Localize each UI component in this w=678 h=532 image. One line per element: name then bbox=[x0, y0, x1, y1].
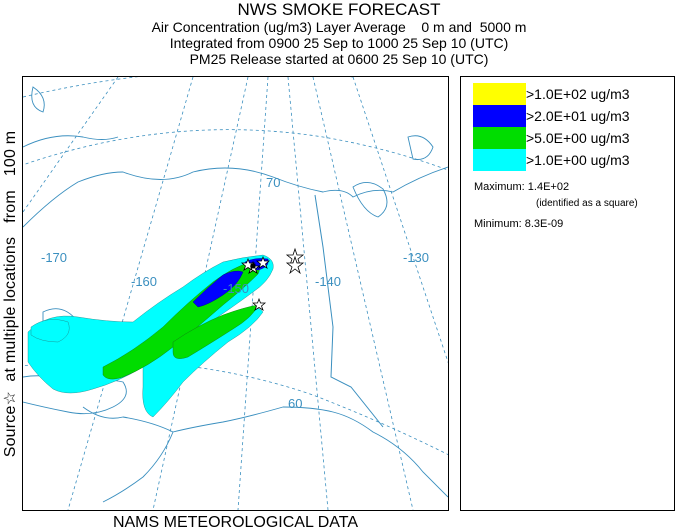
forecast-header: NWS SMOKE FORECAST Air Concentration (ug… bbox=[0, 0, 678, 68]
latitude-line-70 bbox=[23, 129, 448, 171]
star-icon bbox=[285, 255, 305, 275]
smoke-plume bbox=[27, 254, 274, 418]
legend-swatch-blue bbox=[473, 105, 526, 127]
longitude-line-130 bbox=[312, 77, 414, 510]
latitude-line-80 bbox=[23, 77, 353, 98]
arctic-coast bbox=[23, 166, 448, 228]
wrangel-island bbox=[31, 86, 45, 113]
star-icon bbox=[251, 297, 267, 311]
maximum-note: (identified as a square) bbox=[536, 198, 638, 209]
longitude-label-150: -150 bbox=[223, 281, 249, 296]
integration-period: Integrated from 0900 25 Sep to 1000 25 S… bbox=[169, 35, 509, 51]
map-canvas: -170 -160 -150 -140 -130 70 60 bbox=[23, 77, 448, 510]
legend-swatch-cyan bbox=[473, 149, 526, 171]
layer-description: Air Concentration (ug/m3) Layer Average … bbox=[151, 19, 527, 35]
legend-label: >5.0E+00 ug/m3 bbox=[526, 130, 630, 146]
siberian-coast bbox=[23, 135, 119, 148]
legend-label: >2.0E+01 ug/m3 bbox=[526, 108, 630, 124]
alaska-peninsula bbox=[102, 431, 174, 503]
source-markers bbox=[240, 247, 305, 311]
legend-label: >1.0E+02 ug/m3 bbox=[526, 86, 630, 102]
plume-cyan-west bbox=[30, 319, 70, 343]
map-panel: -170 -160 -150 -140 -130 70 60 bbox=[22, 76, 449, 511]
longitude-label-130: -130 bbox=[403, 250, 429, 265]
legend-entry: >1.0E+00 ug/m3 bbox=[473, 149, 673, 171]
plume-blue bbox=[192, 270, 244, 308]
plume-green-south bbox=[172, 304, 259, 359]
forecast-title: NWS SMOKE FORECAST bbox=[237, 0, 441, 19]
coastlines bbox=[23, 86, 448, 503]
longitude-line-120 bbox=[352, 77, 448, 364]
latitude-label-70: 70 bbox=[266, 175, 280, 190]
longitude-line-160 bbox=[152, 77, 249, 510]
source-side-label-text: Source☆ at multiple locations from 100 m bbox=[2, 130, 19, 458]
longitude-label-170: -170 bbox=[41, 250, 67, 265]
star-icon bbox=[255, 255, 271, 269]
legend-entry: >2.0E+01 ug/m3 bbox=[473, 105, 673, 127]
legend-swatch-yellow bbox=[473, 83, 526, 105]
longitude-line-150 bbox=[237, 77, 269, 510]
banks-island bbox=[352, 182, 388, 218]
legend-swatch-green bbox=[473, 127, 526, 149]
longitude-label-160: -160 bbox=[131, 274, 157, 289]
longitude-line-180 bbox=[23, 77, 119, 213]
gulf-of-alaska-coast bbox=[82, 406, 448, 498]
victoria-island bbox=[407, 135, 434, 160]
longitude-line-140 bbox=[287, 77, 329, 510]
longitude-label-140: -140 bbox=[315, 274, 341, 289]
star-icon bbox=[240, 257, 256, 271]
legend-entry: >1.0E+02 ug/m3 bbox=[473, 83, 673, 105]
alaska-canada-border bbox=[314, 194, 384, 428]
minimum-value: Minimum: 8.3E-09 bbox=[474, 218, 564, 230]
latitude-label-60: 60 bbox=[288, 396, 302, 411]
legend-panel: >1.0E+02 ug/m3 >2.0E+01 ug/m3 >5.0E+00 u… bbox=[460, 76, 675, 511]
legend-entry: >5.0E+00 ug/m3 bbox=[473, 127, 673, 149]
maximum-value: Maximum: 1.4E+02 bbox=[474, 181, 570, 193]
met-data-footer: NAMS METEOROLOGICAL DATA bbox=[112, 514, 359, 531]
release-start: PM25 Release started at 0600 25 Sep 10 (… bbox=[189, 51, 489, 67]
legend-label: >1.0E+00 ug/m3 bbox=[526, 152, 630, 168]
maximum-square bbox=[250, 263, 256, 269]
